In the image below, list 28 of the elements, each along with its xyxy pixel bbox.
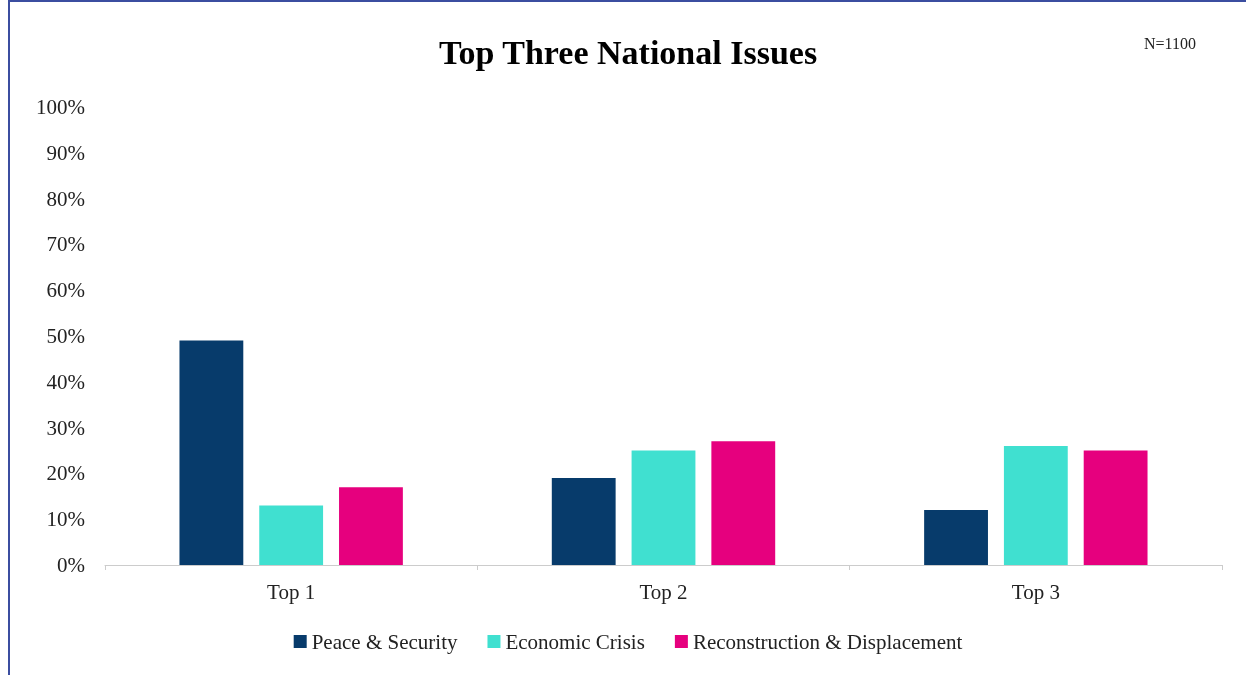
bar (1003, 445, 1068, 565)
bar (339, 487, 403, 565)
bar (631, 450, 696, 565)
y-tick-label: 0% (57, 553, 85, 577)
bar (259, 505, 324, 565)
y-tick-label: 50% (46, 324, 85, 348)
legend-label: Reconstruction & Displacement (692, 629, 963, 654)
y-tick-label: 60% (46, 278, 85, 303)
y-tick-label: 40% (46, 369, 85, 394)
y-tick-label: 30% (46, 415, 85, 440)
chart-title: Top Three National Issues (438, 33, 818, 71)
x-tick-label: Top 1 (267, 579, 316, 604)
y-tick-label: 10% (46, 507, 85, 532)
bar (551, 477, 616, 565)
x-tick-label: Top 2 (639, 579, 688, 604)
y-tick-label: 100% (36, 95, 85, 119)
y-tick-label: 80% (46, 186, 85, 211)
text: N=1100 (1144, 34, 1196, 52)
y-tick-label: 70% (46, 232, 85, 257)
bar (924, 510, 988, 565)
legend-label: Economic Crisis (505, 629, 645, 654)
legend-label: Peace & Security (311, 629, 458, 654)
x-tick-label: Top 3 (1011, 579, 1060, 604)
y-tick-label: 20% (46, 461, 85, 486)
bar (1083, 450, 1148, 565)
y-tick-label: 90% (46, 140, 85, 165)
bar (711, 441, 776, 565)
bar (179, 340, 244, 565)
